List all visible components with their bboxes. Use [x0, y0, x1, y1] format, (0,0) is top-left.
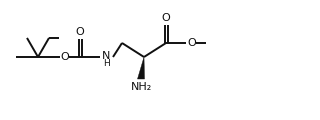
Text: H: H — [103, 59, 110, 67]
Text: NH₂: NH₂ — [130, 82, 152, 92]
Polygon shape — [138, 57, 145, 79]
Text: N: N — [102, 51, 111, 61]
Text: O: O — [60, 52, 69, 62]
Text: O: O — [76, 27, 84, 37]
Text: O: O — [162, 13, 170, 23]
Text: O: O — [187, 38, 196, 48]
